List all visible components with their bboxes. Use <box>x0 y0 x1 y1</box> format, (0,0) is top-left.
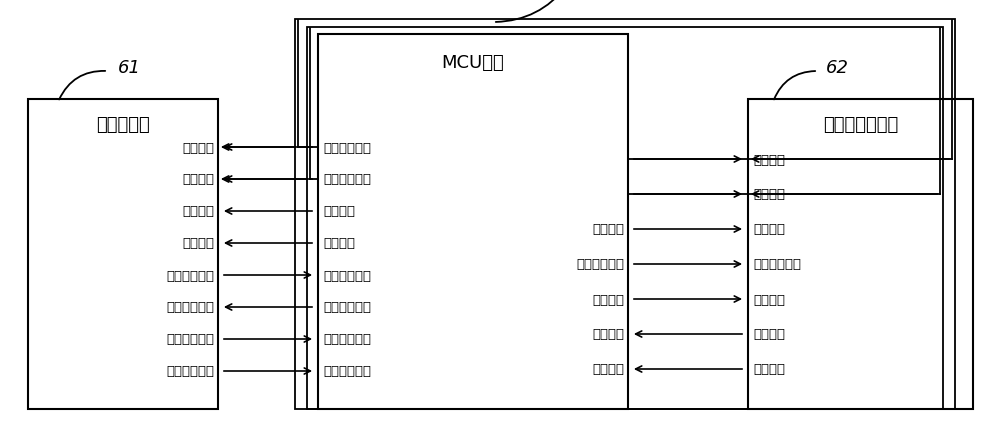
Text: 复位信号: 复位信号 <box>182 173 214 186</box>
Bar <box>295 20 955 409</box>
Text: 数据信号: 数据信号 <box>753 293 785 306</box>
Text: 数据信号: 数据信号 <box>592 293 624 306</box>
Bar <box>318 35 628 409</box>
Text: 系统时钟信号: 系统时钟信号 <box>323 141 371 154</box>
Bar <box>748 100 973 409</box>
Bar <box>307 28 943 409</box>
Text: 用户选择信号: 用户选择信号 <box>166 301 214 314</box>
Text: 62: 62 <box>826 59 849 77</box>
Text: MCU模块: MCU模块 <box>442 54 504 72</box>
Text: 61: 61 <box>118 59 141 77</box>
Text: 总线应答信号: 总线应答信号 <box>323 333 371 346</box>
Text: 时钟信号: 时钟信号 <box>753 153 785 166</box>
Text: 时钟信号: 时钟信号 <box>182 141 214 154</box>
Text: 外部应答信号: 外部应答信号 <box>166 269 214 282</box>
Text: 使能信号: 使能信号 <box>323 237 355 250</box>
Text: 读写使能信号: 读写使能信号 <box>753 258 801 271</box>
Text: 复位信号: 复位信号 <box>753 188 785 201</box>
Text: 只读存储器: 只读存储器 <box>96 116 150 134</box>
Text: 系统复位信号: 系统复位信号 <box>323 173 371 186</box>
Text: 片选信号: 片选信号 <box>753 328 785 341</box>
Text: 输出数据: 输出数据 <box>592 363 624 376</box>
Text: 输出数据: 输出数据 <box>753 363 785 376</box>
Text: 随机存取存储器: 随机存取存储器 <box>823 116 898 134</box>
Text: 地址信号: 地址信号 <box>753 223 785 236</box>
Bar <box>28 100 218 409</box>
Text: 地址信号: 地址信号 <box>323 205 355 218</box>
Text: 预备输出信号: 预备输出信号 <box>323 365 371 378</box>
Text: 预备输出信号: 预备输出信号 <box>166 365 214 378</box>
Text: 片选信号: 片选信号 <box>592 328 624 341</box>
Text: 地址信号: 地址信号 <box>182 205 214 218</box>
Text: 使能信号: 使能信号 <box>182 237 214 250</box>
Text: 总线应答信号: 总线应答信号 <box>166 333 214 346</box>
Text: 读写使能信号: 读写使能信号 <box>576 258 624 271</box>
Text: 地址信号: 地址信号 <box>592 223 624 236</box>
Text: 用户选择信号: 用户选择信号 <box>323 301 371 314</box>
Text: 外部应答信号: 外部应答信号 <box>323 269 371 282</box>
